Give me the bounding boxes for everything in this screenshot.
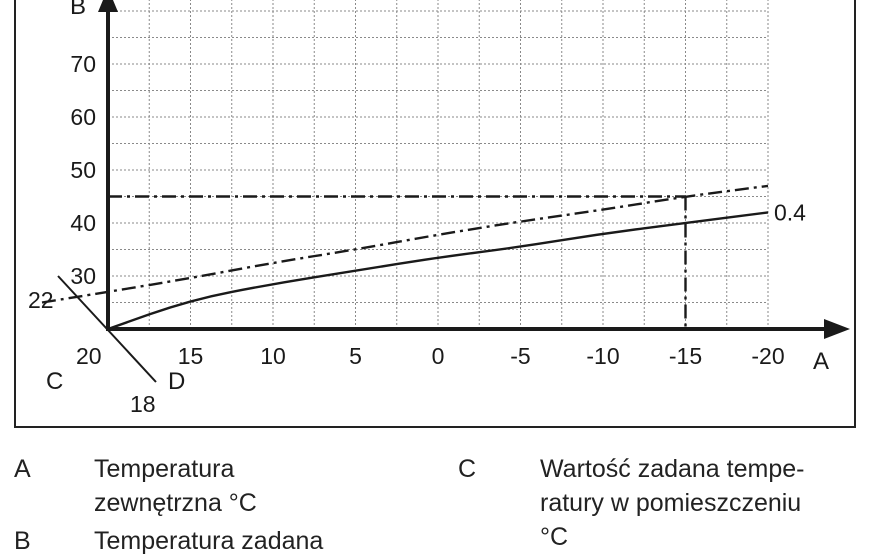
axes: A B 20 [70,0,850,375]
heating-curve-solid [107,211,769,331]
heating-curve-dashdot [41,184,769,304]
room-temperature-scale: 22 18 C D [28,275,185,417]
x-axis-letter: A [813,348,829,375]
y-tick-label: 30 [70,263,96,289]
y-tick-label: 50 [70,157,96,183]
legend-text-c: Wartość zadana tempe- ratury w pomieszcz… [540,455,805,551]
x-tick-label: 0 [432,343,445,369]
y-axis-arrow [98,0,118,12]
x-tick-label: -5 [510,343,530,369]
room-scale-line [57,275,157,383]
x-origin-label: 20 [76,343,102,369]
y-tick-label: 60 [70,104,96,130]
room-scale-letter-d: D [168,368,185,395]
chart-frame: 0.4 A B 20 15 10 5 0 -5 -10 -15 -20 30 40 50 60 70 2… [14,0,856,428]
x-tick-label: 10 [260,343,286,369]
room-scale-letter-c: C [46,368,63,395]
x-tick-label: -10 [586,343,619,369]
x-tick-label: -15 [669,343,702,369]
grid [108,0,769,329]
x-tick-label: 5 [349,343,362,369]
x-axis-arrow [824,319,850,339]
room-scale-label-18: 18 [130,391,156,417]
legend-key-c: C [458,455,477,483]
x-tick-label: -20 [751,343,784,369]
y-tick-label: 70 [70,51,96,77]
room-scale-label-22: 22 [28,287,54,313]
series-layer: 0.4 [41,184,806,331]
y-tick-label: 40 [70,210,96,236]
legend-text-a: Temperatura zewnętrzna °C [94,455,257,517]
legend-key-a: A [14,455,31,483]
x-tick-label: 15 [178,343,204,369]
legend-text-b: Temperatura zadana [94,527,324,555]
series-label: 0.4 [774,199,806,225]
reference-lines [108,195,687,329]
legend-key-b: B [14,527,31,555]
y-axis-letter: B [70,0,86,20]
